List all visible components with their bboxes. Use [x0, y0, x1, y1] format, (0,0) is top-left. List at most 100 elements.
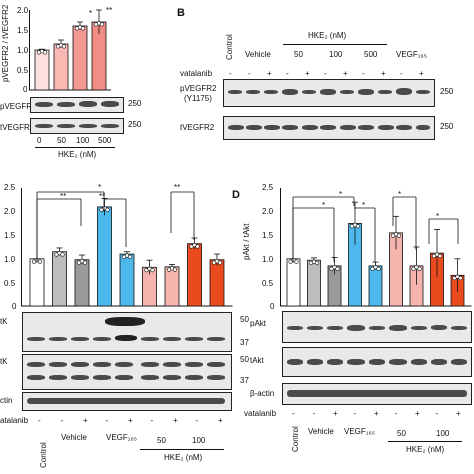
- panel-c-blot-actin: [22, 392, 232, 411]
- panel-d-blot-label: β-actin: [250, 389, 275, 398]
- data-point: [150, 268, 155, 273]
- data-point: [458, 276, 463, 281]
- panel-a-sig: *: [89, 9, 93, 18]
- data-point: [60, 252, 65, 257]
- data-point: [172, 267, 178, 272]
- vatalanib-sign: -: [324, 69, 327, 78]
- data-point: [42, 50, 48, 55]
- panel-d-blot-p: [282, 311, 472, 343]
- col-label-vehicle: Vehicle: [245, 50, 271, 59]
- panel-a-blot-label: tVEGFR2: [0, 123, 35, 132]
- vatalanib-sign: +: [456, 409, 461, 418]
- data-point: [376, 266, 381, 271]
- panel-a-sig: **: [106, 6, 113, 15]
- panel-b-blot-label: (Y1175): [184, 94, 212, 103]
- panel-c-sig: **: [174, 183, 181, 192]
- panel-d-ytick: 1.5: [262, 231, 274, 240]
- panel-c-sig: **: [99, 192, 106, 201]
- panel-d-yaxis: [280, 188, 281, 306]
- bar-Control: [286, 258, 301, 307]
- panel-c-xlabel-100: 100: [192, 436, 206, 445]
- panel-c-ytick: 0.5: [4, 279, 16, 288]
- panel-a-xlabel: 500: [98, 136, 112, 145]
- panel-c-blot-label: ctin: [0, 396, 13, 405]
- panel-d-xtitle: HKE₂ (nM): [406, 445, 445, 454]
- panel-a-mw: 250: [128, 120, 142, 129]
- panel-d-ytick: 0.5: [262, 279, 274, 288]
- col-label-100: 100: [329, 50, 343, 59]
- panel-d-letter: D: [232, 189, 240, 201]
- vatalanib-sign: +: [218, 416, 223, 425]
- data-point: [355, 224, 361, 229]
- vatalanib-sign: -: [286, 69, 289, 78]
- data-point: [105, 207, 110, 212]
- panel-d-xlabel-100: 100: [436, 429, 450, 438]
- vatalanib-sign: -: [195, 416, 199, 425]
- panel-d-blot-t: [282, 347, 472, 377]
- panel-c-blot-t: [22, 354, 232, 390]
- panel-d-sig: *: [398, 190, 402, 199]
- bar-VEGF165-: [368, 265, 383, 307]
- vatalanib-sign: +: [374, 409, 379, 418]
- panel-d-vatalanib: vatalanib: [244, 409, 277, 418]
- data-point: [80, 26, 86, 31]
- data-point: [294, 259, 299, 264]
- panel-c-sig: **: [60, 192, 67, 201]
- panel-a-ytick: 1.0: [17, 46, 29, 55]
- panel-c-ytick: 2.0: [4, 207, 16, 216]
- panel-c-ytick: 2.5: [4, 183, 16, 192]
- panel-c-mw: 37: [240, 376, 249, 385]
- data-point: [82, 260, 88, 265]
- vatalanib-sign: +: [381, 69, 386, 78]
- vatalanib-sign: +: [128, 416, 133, 425]
- panel-b-blot-p: [223, 79, 435, 107]
- vatalanib-sign: -: [150, 416, 154, 425]
- panel-a-xlabel: 0: [37, 136, 42, 145]
- panel-b-letter: B: [177, 7, 185, 19]
- panel-c-xtitle: HKE₂ (nM): [164, 453, 203, 462]
- vatalanib-sign: +: [83, 416, 88, 425]
- panel-a-xline: [35, 147, 115, 148]
- panel-d-ytick: 1.0: [262, 255, 274, 264]
- panel-b-hke-header: HKE₂ (nM): [308, 31, 347, 40]
- data-point: [314, 260, 320, 266]
- data-point: [335, 266, 340, 271]
- panel-a-yaxis: [29, 10, 30, 90]
- panel-b-mw: 250: [440, 122, 454, 131]
- panel-c-sig: *: [98, 183, 102, 192]
- panel-d-blot-label: tAkt: [250, 356, 264, 365]
- panel-d-xlabel-vegf: VEGF₁₆₅: [344, 427, 375, 436]
- vatalanib-sign: -: [38, 416, 41, 425]
- vatalanib-sign: -: [60, 416, 64, 425]
- panel-c-ytick: 1.5: [4, 231, 16, 240]
- panel-c-xlabel-vegf: VEGF₁₆₅: [106, 433, 137, 442]
- panel-d-sig: *: [436, 212, 440, 221]
- vatalanib-sign: +: [305, 69, 310, 78]
- panel-c-hke-line: [140, 449, 224, 450]
- data-point: [195, 244, 200, 249]
- panel-d-sig: *: [339, 190, 343, 199]
- panel-d-xlabel-vehicle: Vehicle: [308, 427, 334, 436]
- vatalanib-sign: -: [312, 409, 316, 418]
- vatalanib-sign: +: [333, 409, 338, 418]
- data-point: [99, 22, 105, 27]
- panel-d-ytick: 0: [270, 302, 275, 311]
- panel-d-sig: *: [322, 201, 326, 210]
- vatalanib-sign: -: [292, 409, 295, 418]
- panel-a-xlabel: 50: [57, 136, 66, 145]
- vatalanib-sign: -: [435, 409, 439, 418]
- panel-a-blot-p: [30, 97, 124, 113]
- panel-b-vatalanib: vatalanib: [180, 69, 213, 78]
- data-point: [61, 44, 67, 49]
- vatalanib-sign: +: [173, 416, 178, 425]
- panel-b-blot-label: pVEGFR2: [180, 84, 217, 93]
- data-point: [127, 254, 133, 260]
- panel-c-xlabel-50: 50: [157, 436, 166, 445]
- panel-d-ytick: 2.5: [262, 183, 274, 192]
- panel-a-ytick: 0: [23, 85, 28, 94]
- panel-c-ytick: 1.0: [4, 255, 16, 264]
- panel-c-vatalanib: atalanib: [0, 416, 29, 425]
- vatalanib-sign: +: [415, 409, 420, 418]
- panel-a-xtitle: HKE₂ (nM): [58, 150, 97, 159]
- panel-b-blot-label: tVEGFR2: [180, 123, 215, 132]
